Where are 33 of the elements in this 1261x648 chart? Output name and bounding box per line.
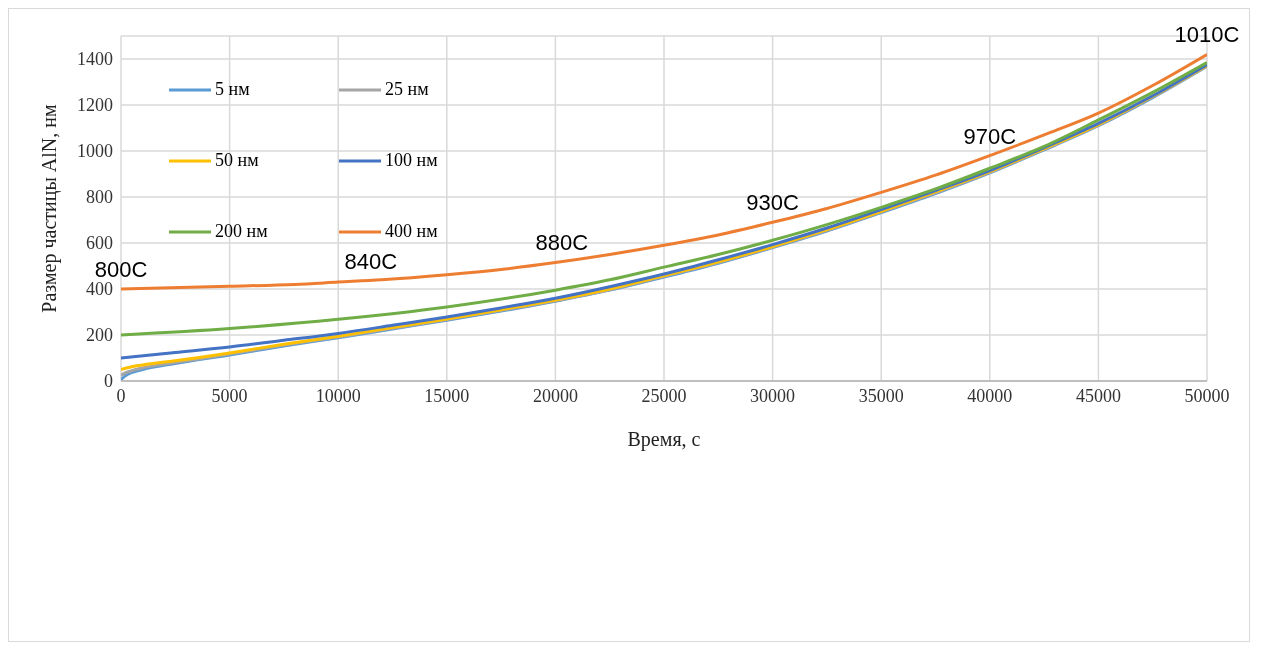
legend-label: 400 нм: [385, 221, 438, 242]
x-tick-label: 15000: [424, 385, 470, 406]
legend-label: 5 нм: [215, 79, 250, 100]
x-tick-label: 25000: [641, 385, 687, 406]
y-axis-title: Размер частицы AlN, нм: [38, 103, 62, 313]
x-tick-label: 40000: [967, 385, 1013, 406]
y-tick-label: 0: [104, 371, 113, 392]
annotation: 880C: [535, 229, 589, 255]
annotation: 930C: [746, 190, 800, 216]
legend-label: 200 нм: [215, 221, 268, 242]
x-tick-label: 35000: [858, 385, 904, 406]
y-tick-label: 200: [86, 325, 113, 346]
annotation: 800C: [94, 257, 148, 282]
y-tick-label: 1400: [77, 49, 113, 70]
x-tick-label: 0: [116, 385, 126, 406]
x-tick-label: 5000: [211, 385, 248, 406]
y-tick-label: 400: [86, 279, 113, 300]
x-tick-label: 10000: [315, 385, 361, 406]
legend-label: 25 нм: [385, 79, 429, 100]
legend-label: 100 нм: [385, 150, 438, 171]
x-tick-label: 45000: [1075, 385, 1121, 406]
annotation: 1010C: [1174, 22, 1240, 48]
x-tick-label: 30000: [750, 385, 796, 406]
y-tick-label: 600: [86, 233, 113, 254]
x-tick-label: 50000: [1184, 385, 1230, 406]
y-tick-label: 800: [86, 187, 113, 208]
x-tick-label: 20000: [532, 385, 578, 406]
annotation: 970C: [963, 123, 1017, 149]
y-tick-label: 1200: [77, 95, 113, 116]
legend-label: 50 нм: [215, 150, 259, 171]
x-axis-title: Время, с: [627, 428, 701, 451]
annotation: 840C: [344, 248, 398, 274]
y-tick-label: 1000: [77, 141, 113, 162]
